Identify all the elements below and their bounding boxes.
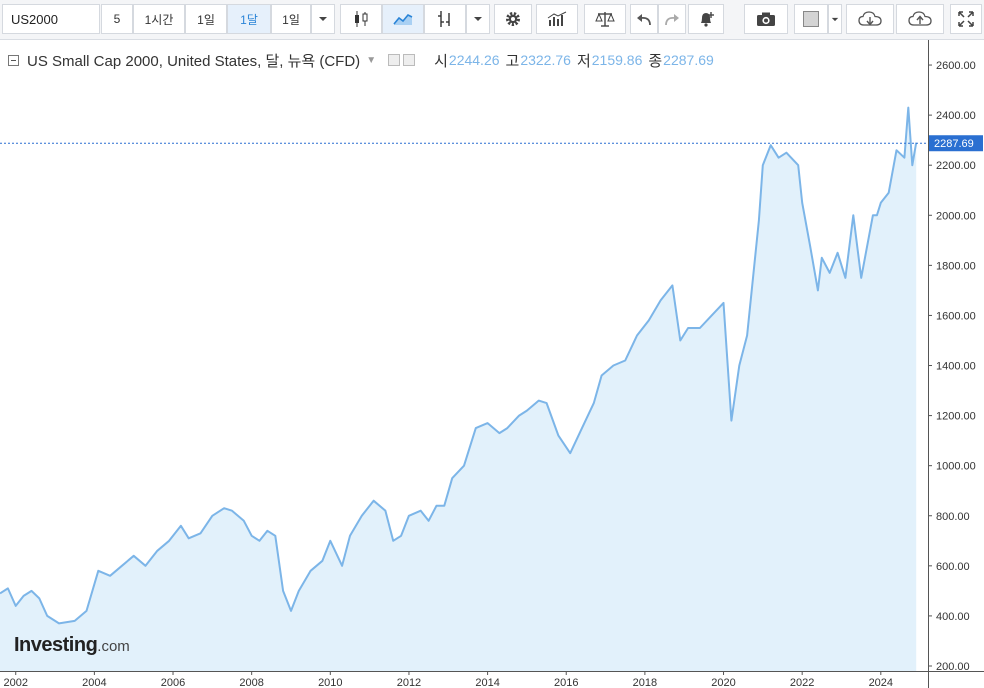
area-chart-icon bbox=[393, 14, 413, 25]
x-tick-label: 2010 bbox=[318, 677, 342, 688]
interval-1hour-button[interactable]: 1시간 bbox=[133, 4, 185, 34]
x-tick-label: 2024 bbox=[869, 677, 893, 688]
price-line bbox=[0, 106, 918, 625]
area-fill bbox=[0, 107, 917, 672]
camera-icon bbox=[757, 12, 775, 26]
gear-icon bbox=[506, 12, 520, 26]
y-tick-label: 2000.00 bbox=[936, 210, 976, 222]
add-alert-button[interactable] bbox=[688, 4, 724, 34]
area-chart-button[interactable] bbox=[382, 4, 424, 34]
open-label: 시 bbox=[434, 52, 448, 70]
x-tick-label: 2006 bbox=[161, 677, 185, 688]
interval-custom-button[interactable]: 1일 bbox=[271, 4, 311, 34]
chart-toolbar: US2000 5 1시간 1일 1달 1일 bbox=[0, 0, 984, 40]
chart-legend: US Small Cap 2000, United States, 달, 뉴욕 … bbox=[8, 50, 714, 70]
color-picker-button[interactable] bbox=[794, 4, 828, 34]
y-tick-label: 600.00 bbox=[936, 561, 970, 573]
cloud-download-icon bbox=[858, 11, 882, 26]
eye-icon[interactable] bbox=[388, 54, 401, 66]
instrument-title: US Small Cap 2000, United States, 달, 뉴욕 … bbox=[27, 52, 361, 70]
investing-logo: Investing.com bbox=[14, 634, 130, 657]
redo-button[interactable] bbox=[658, 4, 686, 34]
last-price-label: 2287.69 bbox=[934, 138, 974, 150]
investing-logo-suffix: .com bbox=[97, 638, 130, 655]
interval-5min-button[interactable]: 5 bbox=[101, 4, 133, 34]
axes: 200.00 400.00 600.00 800.00 1000.00 1200.00 14… bbox=[0, 40, 984, 688]
interval-1day-button[interactable]: 1일 bbox=[185, 4, 227, 34]
scale-icon bbox=[595, 12, 615, 27]
candlestick-icon bbox=[355, 11, 368, 27]
y-tick-label: 1400.00 bbox=[936, 361, 976, 373]
settings-small-icon[interactable] bbox=[403, 54, 416, 66]
close-label: 종 bbox=[648, 52, 663, 70]
interval-1month-button[interactable]: 1달 bbox=[227, 4, 271, 34]
y-tick-label: 2600.00 bbox=[936, 60, 976, 72]
load-chart-button[interactable] bbox=[846, 4, 894, 34]
undo-button[interactable] bbox=[630, 4, 658, 34]
color-dropdown-button[interactable] bbox=[828, 4, 842, 34]
undo-icon bbox=[637, 14, 651, 26]
high-value: 2322.76 bbox=[520, 52, 571, 68]
open-value: 2244.26 bbox=[448, 52, 500, 68]
fullscreen-button[interactable] bbox=[950, 4, 982, 34]
interval-dropdown-button[interactable] bbox=[311, 4, 335, 34]
y-tick-label: 200.00 bbox=[936, 661, 970, 673]
x-tick-label: 2014 bbox=[475, 677, 499, 688]
color-square-icon bbox=[803, 11, 819, 27]
legend-controls bbox=[388, 54, 418, 66]
x-tick-label: 2012 bbox=[397, 677, 421, 688]
y-tick-label: 2400.00 bbox=[936, 110, 976, 122]
low-value: 2159.86 bbox=[591, 52, 643, 68]
chevron-down-icon bbox=[831, 17, 839, 21]
bar-chart-button[interactable] bbox=[424, 4, 466, 34]
snapshot-button[interactable] bbox=[744, 4, 788, 34]
candlestick-button[interactable] bbox=[340, 4, 382, 34]
low-label: 저 bbox=[576, 52, 591, 70]
indicators-icon bbox=[547, 11, 567, 26]
add-alert-icon bbox=[701, 12, 714, 27]
x-tick-label: 2002 bbox=[3, 677, 27, 688]
indicators-button[interactable] bbox=[536, 4, 578, 34]
high-label: 고 bbox=[505, 52, 520, 70]
plot-area bbox=[0, 106, 928, 672]
bar-chart-icon bbox=[438, 11, 450, 27]
y-tick-label: 1000.00 bbox=[936, 461, 976, 473]
symbol-input[interactable]: US2000 bbox=[2, 4, 100, 34]
compare-button[interactable] bbox=[584, 4, 626, 34]
y-tick-label: 1600.00 bbox=[936, 310, 976, 322]
price-chart[interactable]: 200.00 400.00 600.00 800.00 1000.00 1200.00 14… bbox=[0, 40, 984, 688]
last-price-tag bbox=[929, 135, 983, 152]
x-tick-label: 2022 bbox=[790, 677, 814, 688]
fullscreen-icon bbox=[958, 11, 974, 27]
investing-logo-brand: Investing bbox=[14, 634, 98, 656]
y-tick-label: 400.00 bbox=[936, 611, 970, 623]
chevron-down-icon bbox=[474, 17, 482, 21]
x-tick-label: 2016 bbox=[554, 677, 578, 688]
y-tick-label: 800.00 bbox=[936, 511, 970, 523]
x-tick-label: 2020 bbox=[711, 677, 735, 688]
chart-type-dropdown-button[interactable] bbox=[466, 4, 490, 34]
save-chart-button[interactable] bbox=[896, 4, 944, 34]
chevron-down-icon bbox=[319, 17, 327, 21]
x-tick-label: 2008 bbox=[239, 677, 263, 688]
cloud-upload-icon bbox=[908, 11, 932, 26]
settings-button[interactable] bbox=[494, 4, 532, 34]
collapse-legend-button[interactable] bbox=[8, 54, 19, 66]
close-value: 2287.69 bbox=[663, 52, 714, 68]
x-tick-label: 2004 bbox=[82, 677, 106, 688]
chevron-down-icon[interactable]: ▼ bbox=[366, 54, 377, 66]
x-tick-label: 2018 bbox=[633, 677, 657, 688]
redo-icon bbox=[665, 14, 679, 26]
y-tick-label: 2200.00 bbox=[936, 160, 976, 172]
y-tick-label: 1800.00 bbox=[936, 260, 976, 272]
y-tick-label: 1200.00 bbox=[936, 411, 976, 423]
